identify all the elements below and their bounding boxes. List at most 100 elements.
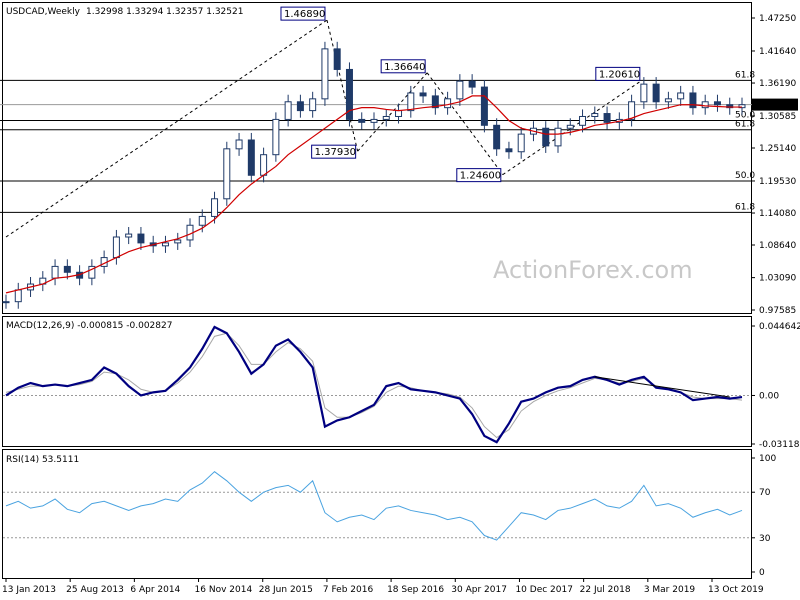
candle-body <box>174 239 182 244</box>
current-price-tag <box>752 98 798 111</box>
time-tick-label: 13 Oct 2019 <box>708 585 764 595</box>
fib-label-3: 50.0 <box>735 171 755 181</box>
candle-body <box>112 236 120 259</box>
candle-body <box>2 301 10 304</box>
rsi-pane-frame <box>2 449 752 579</box>
swing-label-4: 1.20610 <box>599 69 640 80</box>
candle-body <box>211 198 219 217</box>
candle-body <box>321 48 329 100</box>
trend-line-2 <box>357 72 428 152</box>
candle-body <box>493 124 501 150</box>
rsi-tick-label: 30 <box>759 534 771 544</box>
swing-label-box-2 <box>380 59 426 74</box>
time-tick-label: 7 Feb 2016 <box>323 585 374 595</box>
candle-body <box>652 83 660 103</box>
candle-body <box>579 115 587 126</box>
candle-body <box>480 86 488 126</box>
candle-body <box>63 265 71 273</box>
price-tick-label: 1.30585 <box>759 112 796 122</box>
candle-body <box>235 139 243 150</box>
candle-body <box>296 101 304 112</box>
candle-body <box>431 95 439 109</box>
swing-label-2: 1.36640 <box>384 62 425 73</box>
macd-pane-frame <box>2 316 752 447</box>
swing-label-box-1 <box>311 144 357 159</box>
candle-body <box>407 92 415 112</box>
candle-body <box>677 92 685 100</box>
candle-body <box>247 139 255 176</box>
candle-body <box>51 265 59 279</box>
rsi-tick-label: 100 <box>759 454 776 464</box>
rsi-tick-label: 70 <box>759 488 771 498</box>
candle-body <box>664 98 672 103</box>
candle-body <box>223 148 231 200</box>
candle-body <box>591 113 599 117</box>
trend-line-1 <box>326 20 359 152</box>
candle-body <box>554 127 562 147</box>
price-tick-label: 1.25140 <box>759 144 796 154</box>
watermark-text: ActionForex.com <box>493 256 693 284</box>
macd-signal-line <box>5 332 743 439</box>
rsi-tick-label: 0 <box>759 568 765 578</box>
time-tick-label: 28 Jun 2015 <box>259 585 313 595</box>
current-price-tag-label: 1.32521 <box>757 101 794 111</box>
candle-body <box>358 118 366 123</box>
candle-body <box>395 110 403 117</box>
candle-body <box>603 113 611 123</box>
fib-label-4: 61.8 <box>735 202 755 212</box>
fib-label-0: 61.8 <box>735 70 755 80</box>
candle-body <box>161 242 169 247</box>
time-tick-label: 25 Aug 2013 <box>66 585 124 595</box>
candle-body <box>137 233 145 244</box>
time-tick-label: 18 Sep 2016 <box>387 585 444 595</box>
candle-body <box>640 83 648 103</box>
price-tick-label: 1.47250 <box>759 14 796 24</box>
candle-body <box>419 92 427 97</box>
candle-body <box>517 133 525 153</box>
fib-label-2: 61.8 <box>735 120 755 130</box>
time-tick-label: 16 Nov 2014 <box>195 585 253 595</box>
time-tick-label: 10 Dec 2017 <box>515 585 573 595</box>
rsi-title: RSI(14) 53.5111 <box>6 455 79 465</box>
chart-title: USDCAD,Weekly <box>6 7 81 17</box>
swing-label-box-4 <box>595 66 641 81</box>
rsi-line <box>5 471 743 541</box>
price-tick-label: 1.19530 <box>759 177 796 187</box>
macd-tick-label: 0.00 <box>759 391 779 401</box>
candle-body <box>468 80 476 88</box>
macd-title: MACD(12,26,9) -0.000815 -0.002827 <box>6 321 172 331</box>
time-tick-label: 22 Jul 2018 <box>580 585 631 595</box>
candle-body <box>566 124 574 129</box>
price-tick-label: 1.03090 <box>759 274 796 284</box>
swing-label-3: 1.24600 <box>460 171 501 182</box>
macd-line <box>5 325 743 444</box>
price-tick-label: 0.97585 <box>759 306 796 316</box>
price-tick-label: 1.14080 <box>759 209 796 219</box>
candle-body <box>198 215 206 226</box>
candle-body <box>309 98 317 112</box>
candle-body <box>713 101 721 106</box>
swing-label-box-3 <box>456 168 502 183</box>
candle-body <box>125 233 133 238</box>
trend-line-3 <box>426 72 504 175</box>
candle-body <box>284 101 292 120</box>
candle-body <box>444 98 452 109</box>
ohlc-readout: 1.32998 1.33294 1.32357 1.32521 <box>86 7 243 17</box>
candle-body <box>14 289 22 303</box>
candle-body <box>382 115 390 120</box>
time-tick-label: 6 Apr 2014 <box>130 585 180 595</box>
trend-line-4 <box>502 79 643 176</box>
time-tick-label: 13 Jan 2013 <box>2 585 56 595</box>
candle-body <box>505 148 513 153</box>
candle-body <box>701 101 709 109</box>
candle-body <box>345 68 353 120</box>
swing-label-box-0 <box>280 6 326 21</box>
price-tick-label: 1.36190 <box>759 79 796 89</box>
candle-body <box>628 101 636 120</box>
macd-tick-label: -0.031183 <box>759 440 800 450</box>
trend-line-0 <box>5 19 328 238</box>
price-tick-label: 1.41640 <box>759 47 796 57</box>
fib-label-1: 50.0 <box>735 110 755 120</box>
price-tick-label: 1.08640 <box>759 241 796 251</box>
